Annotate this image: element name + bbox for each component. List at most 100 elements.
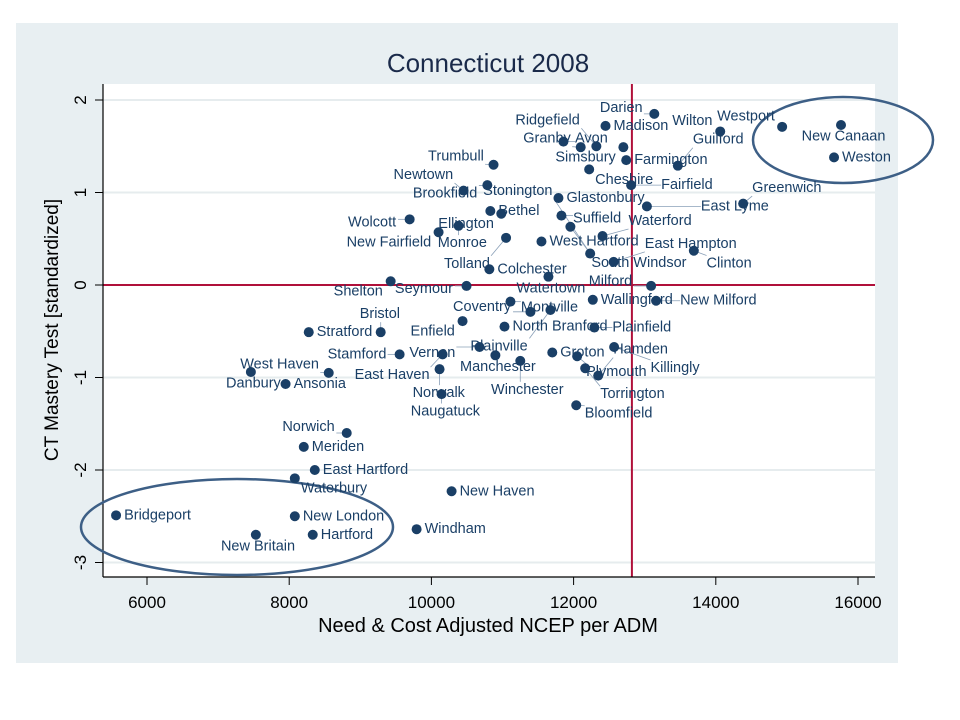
data-point (280, 378, 291, 389)
x-tick-label: 10000 (408, 593, 455, 612)
label-leader-line (529, 309, 551, 339)
data-point (458, 185, 469, 196)
data-point (394, 349, 405, 360)
x-tick-label: 12000 (550, 593, 597, 612)
point-label: Fairfield (661, 177, 713, 193)
point-labels: Colchester North Branford Groton Farmington… (124, 100, 891, 554)
data-point (649, 108, 660, 119)
data-point (490, 350, 501, 361)
data-point (688, 245, 699, 256)
x-tick-label: 14000 (692, 593, 739, 612)
data-point (543, 271, 554, 282)
point-label: Waterbury (301, 481, 368, 497)
data-point (457, 316, 468, 327)
data-point (303, 327, 314, 338)
data-point (434, 364, 445, 375)
data-point (715, 126, 726, 137)
point-label: New London (303, 508, 384, 524)
data-point (836, 119, 847, 130)
x-tick-label: 6000 (128, 593, 166, 612)
data-point (499, 321, 510, 332)
point-label: New Haven (460, 483, 535, 499)
point-label: Windham (425, 521, 486, 537)
data-point (437, 349, 448, 360)
point-label: Madison (614, 118, 669, 134)
point-label: East Haven (355, 367, 430, 383)
data-point (608, 256, 619, 267)
data-point (575, 142, 586, 153)
data-point (556, 210, 567, 221)
point-label: Wilton (672, 113, 712, 129)
point-label: North Branford (512, 319, 607, 335)
data-point (609, 341, 620, 352)
point-label: Stratford (317, 324, 373, 340)
point-label: Norwalk (413, 385, 466, 401)
point-label: Norwich (282, 419, 334, 435)
point-label: Guilford (693, 132, 744, 148)
point-label: Weston (842, 149, 891, 165)
data-point (641, 201, 652, 212)
data-point (501, 232, 512, 243)
point-label: Clinton (707, 256, 752, 272)
point-label: Stamford (328, 346, 387, 362)
x-axis-ticks: 6000 8000 10000 12000 14000 16000 (128, 577, 882, 612)
point-label: Manchester (460, 359, 536, 375)
point-label: New Fairfield (347, 235, 432, 251)
point-label: Farmington (634, 152, 707, 168)
data-point (505, 296, 516, 307)
point-label: Darien (600, 100, 643, 116)
data-point (558, 136, 569, 147)
point-label: Bethel (498, 203, 539, 219)
data-point (565, 221, 576, 232)
data-point (591, 141, 602, 152)
x-tick-label: 16000 (834, 593, 881, 612)
point-label: Monroe (438, 235, 487, 251)
x-axis-label: Need & Cost Adjusted NCEP per ADM (318, 615, 658, 637)
data-point (289, 511, 300, 522)
data-point (309, 465, 320, 475)
data-point (482, 180, 493, 191)
data-point (672, 160, 683, 171)
point-label: New Canaan (802, 129, 886, 145)
data-point (111, 510, 122, 521)
data-point (589, 322, 600, 333)
point-label: Granby (523, 131, 571, 147)
point-label: Milford (589, 273, 633, 289)
data-point (461, 280, 472, 291)
point-label: Winchester (491, 382, 564, 398)
data-points (111, 108, 847, 540)
point-label: New Milford (680, 293, 757, 309)
data-point (646, 280, 657, 291)
data-point (580, 363, 591, 374)
point-label: Plymouth (586, 364, 646, 380)
x-tick-label: 8000 (270, 593, 308, 612)
point-label: Suffield (573, 211, 621, 227)
data-point (411, 524, 422, 535)
data-point (446, 486, 457, 497)
data-point (587, 294, 598, 305)
point-label: West Hartford (549, 234, 638, 250)
y-axis-label: CT Mastery Test [standardized] (42, 199, 63, 461)
point-label: Coventry (453, 299, 512, 315)
data-point (584, 164, 595, 175)
data-point (484, 264, 495, 275)
y-tick-label: -3 (71, 555, 90, 570)
point-label: Stonington (483, 183, 552, 199)
data-point (738, 198, 749, 209)
highlight-ellipse-top (751, 95, 935, 185)
point-label: Shelton (334, 284, 383, 300)
data-point (485, 206, 496, 216)
data-point (289, 473, 300, 484)
data-point (298, 441, 309, 452)
point-label: Naugatuck (411, 404, 481, 420)
data-point (474, 341, 485, 352)
data-point (245, 366, 256, 377)
point-label: Westport (717, 108, 775, 124)
point-label: Ansonia (294, 376, 347, 392)
point-label: Tolland (444, 256, 490, 272)
point-label: Danbury (226, 376, 282, 392)
point-label: Brookfield (413, 186, 477, 202)
data-point (307, 529, 318, 540)
y-tick-label: 1 (71, 188, 90, 197)
point-label: Trumbull (428, 148, 484, 164)
